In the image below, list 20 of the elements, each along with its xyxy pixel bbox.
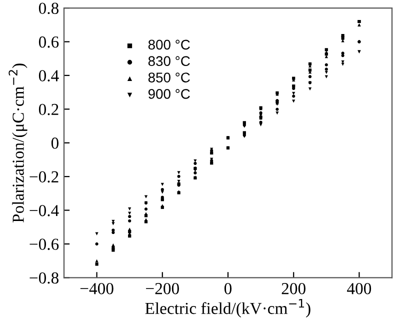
y-tick-label: −0.4: [30, 204, 59, 216]
x-tick-label: −400: [80, 283, 114, 294]
y-tick-label: 0.6: [38, 36, 59, 48]
x-tick-label: 0: [224, 283, 232, 294]
legend-label: 830 °C: [148, 56, 190, 66]
y-tick-label: 0.8: [38, 2, 59, 14]
y-tick-label: −0.6: [30, 238, 59, 250]
x-tick-label: −200: [146, 283, 179, 294]
y-tick-label: 0.2: [38, 104, 58, 116]
y-tick-label: 0: [51, 138, 59, 149]
y-tick-label: 0.4: [38, 70, 59, 82]
x-tick-label: 400: [347, 283, 372, 294]
y-tick-label: −0.8: [30, 272, 59, 284]
legend-label: 800 °C: [148, 40, 190, 50]
y-axis-title: Polarization/(μC·cm$^{−2}$): [8, 64, 28, 222]
legend-label: 850 °C: [148, 72, 190, 82]
y-tick-label: −0.2: [30, 171, 58, 183]
legend-label: 900 °C: [148, 89, 190, 99]
x-tick-label: 200: [282, 283, 306, 294]
x-axis-title: Electric field/(kV·cm$^{−1}$): [145, 299, 310, 318]
